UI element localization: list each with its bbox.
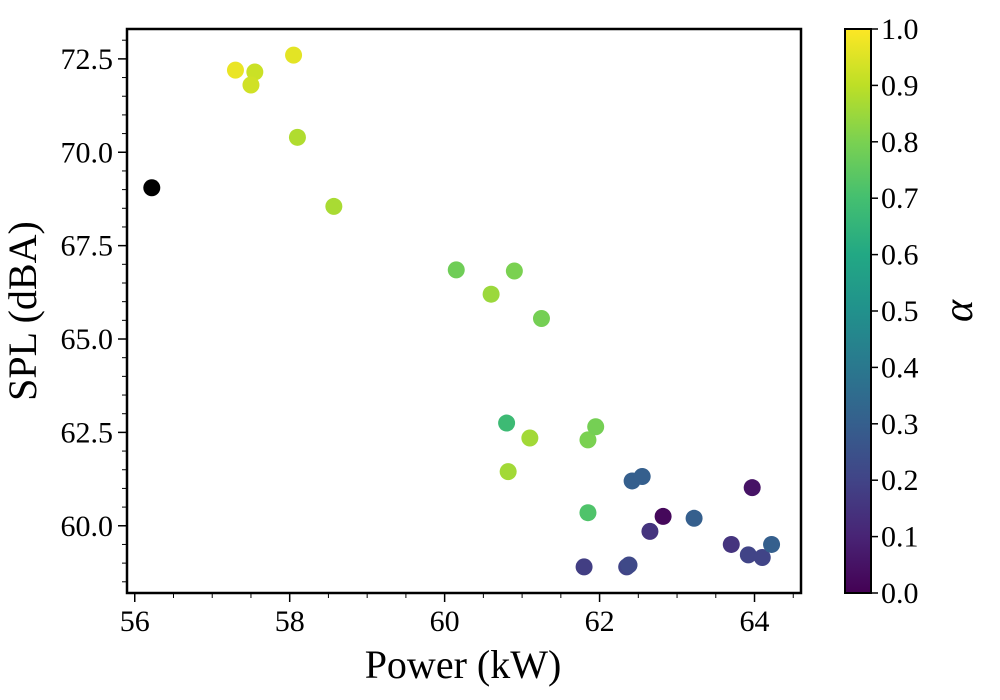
- colorbar-tick-label: 0.0: [881, 577, 919, 610]
- colorbar-title: α: [936, 299, 982, 322]
- scatter-point: [521, 429, 539, 447]
- colorbar-tick-label: 0.9: [881, 69, 919, 102]
- colorbar-tick-label: 0.6: [881, 239, 919, 272]
- scatter-point: [498, 414, 516, 432]
- points-layer: [143, 46, 781, 576]
- scatter-point: [285, 46, 303, 64]
- scatter-point: [579, 504, 597, 522]
- y-axis-title: SPL (dBA): [0, 221, 45, 401]
- scatter-point: [739, 546, 757, 564]
- scatter-point: [482, 285, 500, 303]
- scatter-point: [242, 76, 260, 94]
- x-axis-title: Power (kW): [365, 642, 562, 687]
- scatter-point: [226, 61, 244, 79]
- y-tick-label: 70.0: [61, 136, 114, 169]
- scatter-point: [620, 556, 638, 574]
- scatter-point: [246, 63, 264, 81]
- colorbar-tick-label: 0.3: [881, 408, 919, 441]
- colorbar: 0.0 0.1 0.2 0.3 0.4 0.5 0.6 0.7 0.8 0.9 1.0: [844, 13, 919, 610]
- y-tick-label: 72.5: [61, 43, 114, 76]
- scatter-point: [587, 418, 605, 436]
- colorbar-tick-label: 0.7: [881, 182, 919, 215]
- plot-area: [125, 27, 803, 595]
- x-tick-label: 64: [740, 605, 770, 638]
- scatter-point: [743, 479, 761, 497]
- colorbar-tick-label: 0.1: [881, 521, 919, 554]
- scatter-point: [579, 431, 597, 449]
- colorbar-gradient: [844, 28, 872, 594]
- scatter-point: [325, 197, 343, 215]
- scatter-point: [633, 467, 651, 485]
- colorbar-tick-label: 0.5: [881, 295, 919, 328]
- colorbar-tick-label: 0.2: [881, 464, 919, 497]
- colorbar-tick-label: 1.0: [881, 13, 919, 46]
- x-tick-label: 62: [585, 605, 615, 638]
- scatter-point: [575, 558, 593, 576]
- scatter-point: [763, 535, 781, 553]
- scatter-point: [654, 507, 672, 525]
- y-axis: 60.0 62.5 65.0 67.5 70.0 72.5: [61, 39, 127, 583]
- scatter-point: [447, 261, 465, 279]
- x-tick-label: 56: [120, 605, 150, 638]
- y-tick-label: 67.5: [61, 230, 114, 263]
- x-tick-label: 58: [275, 605, 305, 638]
- scatter-point: [685, 509, 703, 527]
- colorbar-tick-label: 0.4: [881, 351, 919, 384]
- reference-point: [143, 179, 161, 197]
- scatter-point: [641, 522, 659, 540]
- y-tick-label: 65.0: [61, 323, 114, 356]
- colorbar-tick-label: 0.8: [881, 126, 919, 159]
- x-axis: 56 58 60 62 64: [120, 593, 794, 638]
- x-tick-label: 60: [430, 605, 460, 638]
- y-tick-label: 60.0: [61, 510, 114, 543]
- scatter-point: [532, 309, 550, 327]
- y-tick-label: 62.5: [61, 416, 114, 449]
- scatter-point: [499, 463, 517, 481]
- plot-frame: [125, 27, 803, 595]
- scatter-point: [505, 262, 523, 280]
- scatter-point: [753, 549, 771, 567]
- scatter-point: [722, 535, 740, 553]
- scatter-point: [288, 128, 306, 146]
